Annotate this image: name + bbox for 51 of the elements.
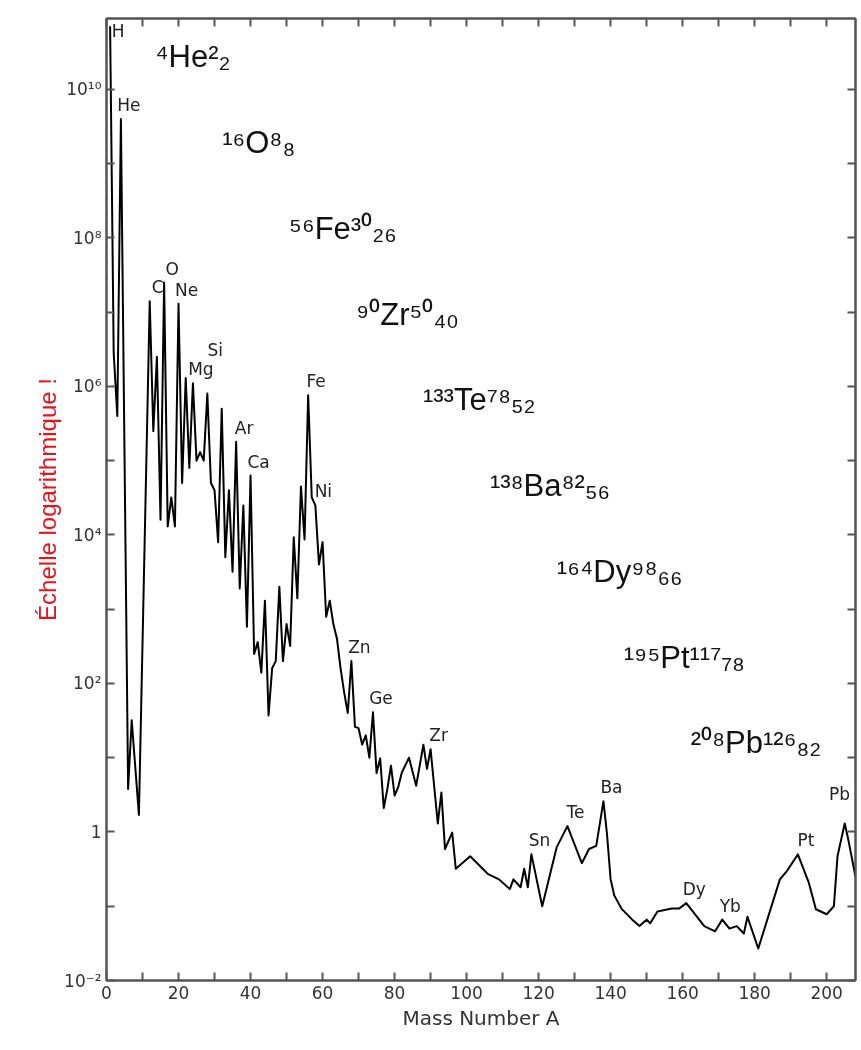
- annotation: ⁵⁶Fe³⁰₂₆: [289, 210, 397, 246]
- x-tick-label: 120: [522, 982, 555, 1003]
- annotation: He: [117, 94, 141, 115]
- annotation: Mg: [188, 359, 214, 380]
- annotation: O: [165, 258, 179, 279]
- y-tick-label: 10⁻²: [64, 970, 102, 991]
- x-tick-label: 20: [167, 982, 190, 1003]
- annotation: Te: [565, 802, 585, 823]
- annotation: Ar: [234, 417, 254, 438]
- x-tick-label: 0: [101, 982, 112, 1003]
- y-tick-label: 10⁶: [73, 376, 102, 397]
- annotation: C: [151, 277, 164, 298]
- annotation: ⁹⁰Zr⁵⁰₄₀: [356, 296, 459, 332]
- annotation: H: [111, 20, 125, 41]
- annotation: ¹³³Te⁷⁸₅₂: [422, 382, 536, 418]
- annotation: Zn: [348, 637, 371, 658]
- annotation: Yb: [718, 895, 741, 916]
- y-tick-label: 10²: [73, 673, 102, 694]
- y-tick-label: 10¹⁰: [66, 79, 102, 100]
- x-tick-label: 80: [383, 982, 406, 1003]
- annotation: ⁴He²₂: [155, 39, 231, 75]
- y-axis-title: Échelle logarithmique !: [34, 378, 62, 621]
- annotation: Ne: [174, 279, 199, 300]
- annotation: ¹⁶O⁸₈: [222, 125, 296, 161]
- x-tick-label: 160: [666, 982, 699, 1003]
- annotation: Fe: [306, 371, 326, 392]
- x-tick-label: 100: [450, 982, 483, 1003]
- x-tick-label: 180: [738, 982, 771, 1003]
- line-series: [109, 25, 856, 950]
- annotation: Ni: [314, 481, 333, 502]
- y-tick-label: 1: [90, 821, 102, 842]
- annotation: Pb: [828, 783, 851, 804]
- annotation: Si: [207, 340, 224, 361]
- annotation: ¹³⁸Ba⁸²₅₆: [489, 468, 610, 504]
- annotation: Ge: [369, 688, 393, 709]
- x-tick-label: 200: [810, 982, 843, 1003]
- x-tick-label: 40: [239, 982, 262, 1003]
- annotation: ¹⁹⁵Pt¹¹⁷₇₈: [623, 639, 745, 675]
- x-axis-title: Mass Number A: [402, 1005, 560, 1030]
- annotation: Ca: [247, 451, 270, 472]
- y-tick-label: 10⁴: [73, 524, 102, 545]
- annotation: Sn: [528, 830, 551, 851]
- annotation: ²⁰⁸Pb¹²⁶₈₂: [690, 725, 822, 761]
- annotation: Dy: [682, 879, 706, 900]
- annotation: ¹⁶⁴Dy⁹⁸₆₆: [556, 553, 683, 589]
- annotation: Zr: [429, 725, 448, 746]
- x-tick-label: 60: [311, 982, 334, 1003]
- x-tick-label: 140: [594, 982, 627, 1003]
- y-tick-label: 10⁸: [73, 227, 102, 248]
- annotation: Pt: [797, 830, 815, 851]
- annotation: Ba: [600, 777, 623, 798]
